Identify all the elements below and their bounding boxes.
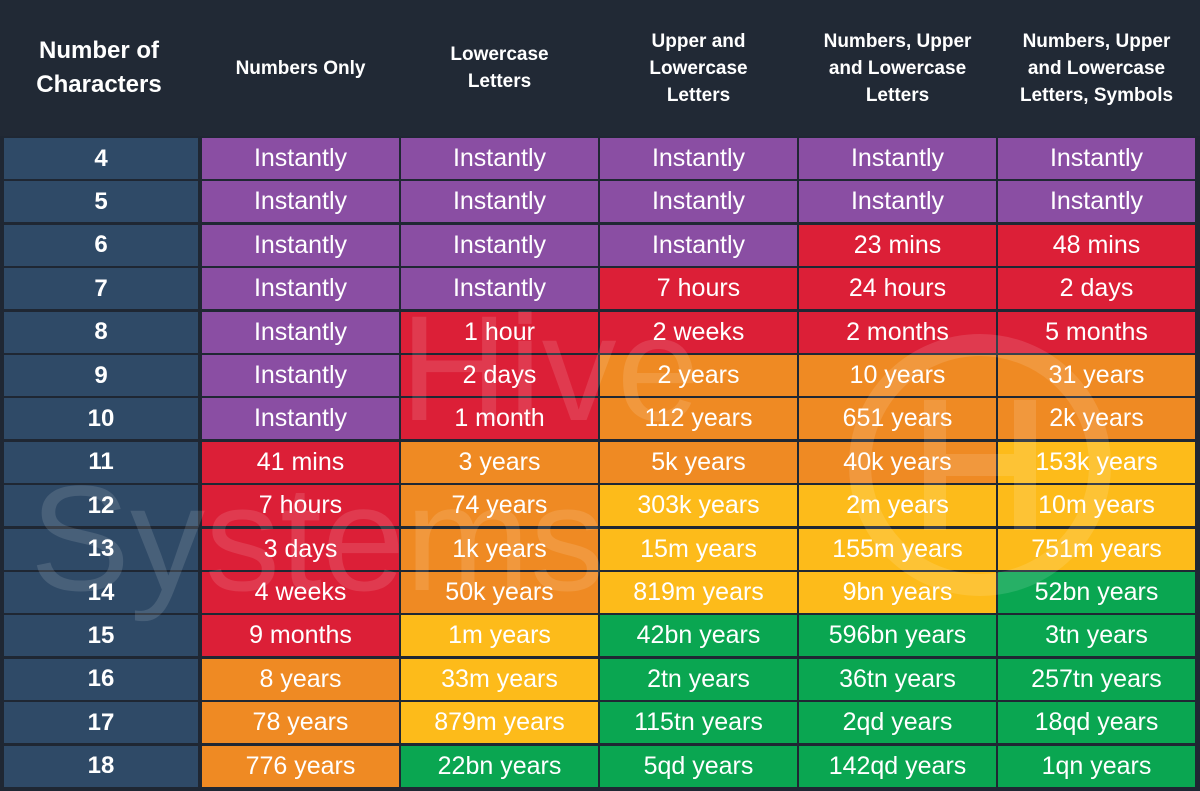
table-cell-r12-c4: 10m years	[998, 485, 1195, 527]
table-cell-r10-c1: 1 month	[401, 398, 598, 440]
row-label-9: 9	[4, 355, 198, 396]
table-cell-r4-c0: Instantly	[202, 138, 399, 179]
row-label-5: 5	[4, 181, 198, 223]
table-cell-r15-c1: 1m years	[401, 615, 598, 657]
table-cell-r10-c3: 651 years	[799, 398, 996, 440]
table-cell-r18-c0: 776 years	[202, 745, 399, 787]
table-cell-r7-c0: Instantly	[202, 268, 399, 310]
table-cell-r11-c1: 3 years	[401, 441, 598, 483]
table-cell-r17-c0: 78 years	[202, 702, 399, 744]
table-cell-r15-c3: 596bn years	[799, 615, 996, 657]
table-cell-r16-c1: 33m years	[401, 658, 598, 700]
table-cell-r15-c2: 42bn years	[600, 615, 797, 657]
table-cell-r6-c2: Instantly	[600, 224, 797, 266]
table-cell-r15-c0: 9 months	[202, 615, 399, 657]
table-cell-r9-c4: 31 years	[998, 355, 1195, 396]
table-cell-r13-c2: 15m years	[600, 528, 797, 570]
table-cell-r18-c1: 22bn years	[401, 745, 598, 787]
table-cell-r8-c1: 1 hour	[401, 311, 598, 353]
table-cell-r8-c3: 2 months	[799, 311, 996, 353]
table-cell-r7-c3: 24 hours	[799, 268, 996, 310]
table-header: Number of Characters Numbers Only Lowercas…	[0, 0, 1200, 136]
table-cell-r7-c2: 7 hours	[600, 268, 797, 310]
table-cell-r18-c3: 142qd years	[799, 745, 996, 787]
table-cell-r16-c0: 8 years	[202, 658, 399, 700]
row-label-15: 15	[4, 615, 198, 657]
table-cell-r10-c2: 112 years	[600, 398, 797, 440]
table-cell-r7-c1: Instantly	[401, 268, 598, 310]
table-cell-r5-c0: Instantly	[202, 181, 399, 223]
table-body: 4 Instantly Instantly Instantly Instantly Ins…	[0, 136, 1200, 791]
column-header-1: Lowercase Letters	[450, 44, 549, 92]
table-cell-r14-c0: 4 weeks	[202, 572, 399, 613]
row-label-10: 10	[4, 398, 198, 440]
table-cell-r9-c0: Instantly	[202, 355, 399, 396]
row-label-7: 7	[4, 268, 198, 310]
table-cell-r12-c1: 74 years	[401, 485, 598, 527]
table-cell-r14-c3: 9bn years	[799, 572, 996, 613]
table-cell-r5-c3: Instantly	[799, 181, 996, 223]
row-label-4: 4	[4, 138, 198, 179]
table-cell-r12-c3: 2m years	[799, 485, 996, 527]
table-cell-r6-c1: Instantly	[401, 224, 598, 266]
table-cell-r14-c4: 52bn years	[998, 572, 1195, 613]
column-header-0: Numbers Only	[235, 57, 366, 79]
table-cell-r11-c2: 5k years	[600, 441, 797, 483]
table-cell-r18-c2: 5qd years	[600, 745, 797, 787]
table-cell-r4-c2: Instantly	[600, 138, 797, 179]
table-cell-r5-c1: Instantly	[401, 181, 598, 223]
table-cell-r10-c0: Instantly	[202, 398, 399, 440]
table-cell-r11-c4: 153k years	[998, 441, 1195, 483]
table-cell-r9-c2: 2 years	[600, 355, 797, 396]
row-label-12: 12	[4, 485, 198, 527]
header-number-of-characters: Number of Characters	[36, 37, 162, 98]
table-cell-r9-c1: 2 days	[401, 355, 598, 396]
table-cell-r17-c3: 2qd years	[799, 702, 996, 744]
table-cell-r6-c0: Instantly	[202, 224, 399, 266]
table-cell-r12-c2: 303k years	[600, 485, 797, 527]
table-cell-r4-c4: Instantly	[998, 138, 1195, 179]
row-label-16: 16	[4, 658, 198, 700]
table-cell-r8-c4: 5 months	[998, 311, 1195, 353]
table-cell-r6-c4: 48 mins	[998, 224, 1195, 266]
table-cell-r4-c3: Instantly	[799, 138, 996, 179]
table-cell-r17-c4: 18qd years	[998, 702, 1195, 744]
table-cell-r14-c2: 819m years	[600, 572, 797, 613]
row-label-14: 14	[4, 572, 198, 613]
table-cell-r13-c1: 1k years	[401, 528, 598, 570]
table-cell-r4-c1: Instantly	[401, 138, 598, 179]
table-cell-r13-c0: 3 days	[202, 528, 399, 570]
table-cell-r17-c2: 115tn years	[600, 702, 797, 744]
table-cell-r16-c2: 2tn years	[600, 658, 797, 700]
table-cell-r11-c3: 40k years	[799, 441, 996, 483]
row-label-17: 17	[4, 702, 198, 744]
table-cell-r13-c4: 751m years	[998, 528, 1195, 570]
column-header-4: Numbers, Upper and Lowercase Letters, Sy…	[1019, 30, 1174, 106]
table-cell-r17-c1: 879m years	[401, 702, 598, 744]
row-label-8: 8	[4, 311, 198, 353]
table-cell-r18-c4: 1qn years	[998, 745, 1195, 787]
table-cell-r6-c3: 23 mins	[799, 224, 996, 266]
column-header-3: Numbers, Upper and Lowercase Letters	[823, 30, 972, 106]
column-header-2: Upper and Lowercase Letters	[649, 30, 748, 106]
table-cell-r5-c2: Instantly	[600, 181, 797, 223]
row-label-11: 11	[4, 441, 198, 483]
row-label-13: 13	[4, 528, 198, 570]
table-cell-r9-c3: 10 years	[799, 355, 996, 396]
table-cell-r14-c1: 50k years	[401, 572, 598, 613]
row-label-6: 6	[4, 224, 198, 266]
table-cell-r8-c0: Instantly	[202, 311, 399, 353]
row-label-18: 18	[4, 745, 198, 787]
table-cell-r16-c3: 36tn years	[799, 658, 996, 700]
table-cell-r5-c4: Instantly	[998, 181, 1195, 223]
table-cell-r8-c2: 2 weeks	[600, 311, 797, 353]
table-cell-r15-c4: 3tn years	[998, 615, 1195, 657]
table-cell-r12-c0: 7 hours	[202, 485, 399, 527]
table-cell-r7-c4: 2 days	[998, 268, 1195, 310]
table-cell-r11-c0: 41 mins	[202, 441, 399, 483]
table-cell-r16-c4: 257tn years	[998, 658, 1195, 700]
table-cell-r13-c3: 155m years	[799, 528, 996, 570]
table-cell-r10-c4: 2k years	[998, 398, 1195, 440]
